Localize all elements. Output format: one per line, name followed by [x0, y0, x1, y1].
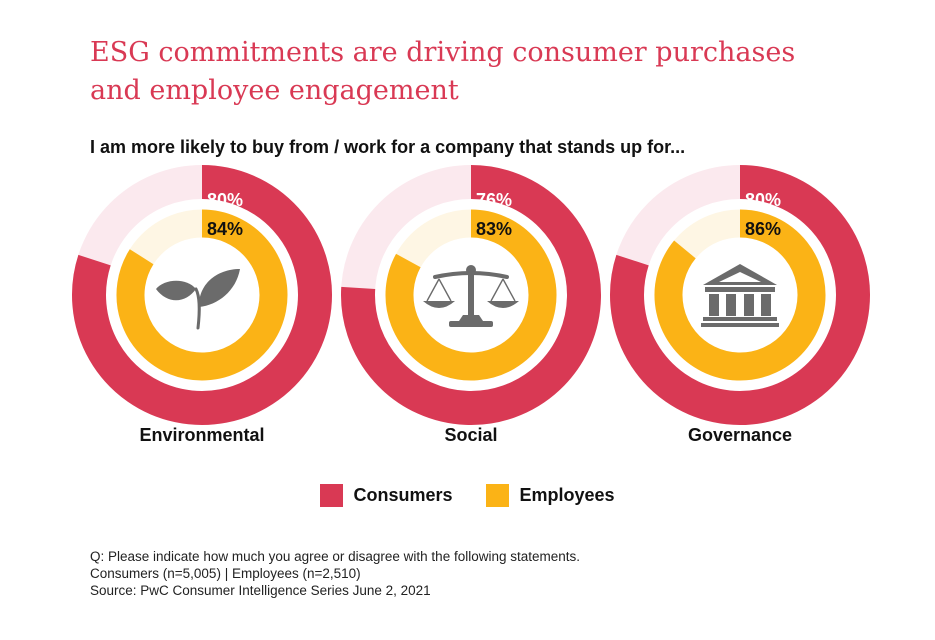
- legend-item-employees: Employees: [486, 484, 615, 507]
- donut-environmental: 80% 84% Environmental: [72, 165, 332, 445]
- bank-step-1: [703, 317, 777, 321]
- employees-label-environmental: 84%: [207, 219, 243, 239]
- bank-entablature: [705, 287, 775, 292]
- leaf-left: [156, 280, 196, 301]
- legend-label-employees: Employees: [519, 485, 615, 505]
- title-line-2: and employee engagement: [90, 75, 459, 106]
- category-label-governance: Governance: [688, 425, 792, 445]
- employees-arc-environmental: [116, 209, 288, 381]
- bank-step-2: [701, 323, 779, 327]
- leaf-right: [198, 269, 240, 307]
- employees-arc-social: [385, 209, 557, 381]
- leaf-icon: [156, 269, 240, 330]
- legend-item-consumers: Consumers: [320, 484, 452, 507]
- scale-left-pan: [423, 301, 455, 308]
- employees-arc-governance: [654, 209, 826, 381]
- footnotes: Q: Please indicate how much you agree or…: [90, 548, 580, 599]
- bank-pediment: [719, 272, 761, 282]
- footnote-sample: Consumers (n=5,005) | Employees (n=2,510…: [90, 566, 361, 581]
- employees-label-governance: 86%: [745, 219, 781, 239]
- consumers-arc-environmental: [72, 165, 332, 425]
- bank-column-2: [726, 294, 736, 316]
- scale-neck: [459, 315, 483, 321]
- scale-right-strings: [490, 278, 516, 302]
- consumers-label-governance: 80%: [745, 190, 781, 210]
- legend: Consumers Employees: [0, 484, 935, 507]
- footnote-source: Source: PwC Consumer Intelligence Series…: [90, 583, 431, 598]
- donut-chart-area: 80% 84% Environmental 76% 83% Social 80% 86% Gov…: [72, 165, 870, 445]
- consumers-label-environmental: 80%: [207, 190, 243, 210]
- scale-right-pan: [487, 301, 519, 308]
- chart-title: ESG commitments are driving consumer pur…: [90, 34, 850, 110]
- bank-column-3: [744, 294, 754, 316]
- donut-hole-governance: [687, 242, 793, 348]
- scale-beam: [433, 271, 509, 279]
- bank-column-1: [709, 294, 719, 316]
- legend-label-consumers: Consumers: [353, 485, 453, 505]
- footnote-question: Q: Please indicate how much you agree or…: [90, 549, 581, 564]
- chart-subtitle: I am more likely to buy from / work for …: [90, 137, 686, 157]
- consumers-arc-social: [341, 165, 601, 425]
- scale-left-strings: [426, 278, 452, 302]
- bank-column-4: [761, 294, 771, 316]
- donut-governance: 80% 86% Governance: [610, 165, 870, 445]
- category-label-environmental: Environmental: [139, 425, 264, 445]
- employees-label-social: 83%: [476, 219, 512, 239]
- title-line-1: ESG commitments are driving consumer pur…: [90, 37, 796, 68]
- scale-pillar: [468, 272, 474, 320]
- consumers-arc-governance: [610, 165, 870, 425]
- scales-icon: [423, 265, 519, 327]
- legend-swatch-consumers: [320, 484, 344, 507]
- legend-swatch-employees: [486, 484, 510, 507]
- bank-icon: [701, 264, 779, 327]
- scale-base: [449, 321, 493, 327]
- donut-social: 76% 83% Social: [341, 165, 601, 445]
- consumers-label-social: 76%: [476, 190, 512, 210]
- category-label-social: Social: [444, 425, 497, 445]
